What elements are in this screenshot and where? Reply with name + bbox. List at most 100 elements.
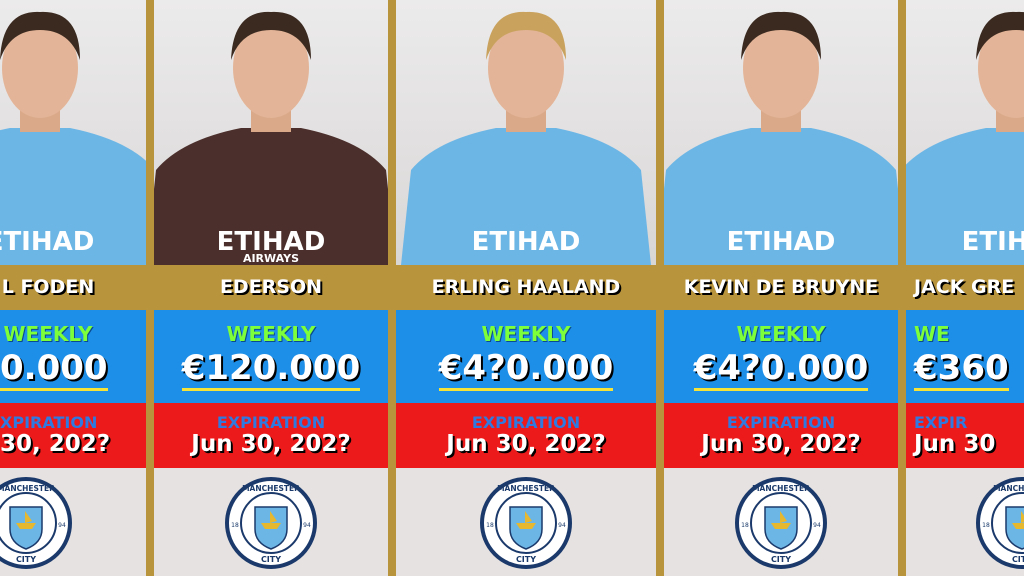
- expiration-label: EXPIRATION: [726, 413, 836, 432]
- hair: [486, 11, 566, 60]
- logo-bottom: CITY: [1012, 555, 1024, 564]
- player-figure: ETIHAD: [906, 11, 1024, 265]
- shirt: [906, 128, 1024, 265]
- shirt: [0, 128, 146, 265]
- weekly-wage-text: €360: [914, 348, 1009, 391]
- player-figure: ETIHAD: [401, 11, 651, 265]
- logo-shield: [1005, 506, 1024, 550]
- weekly-label: WEEKLY: [226, 322, 316, 346]
- weekly-wage: €4?0.000: [396, 348, 656, 391]
- logo-bottom: CITY: [516, 555, 536, 564]
- head: [978, 18, 1024, 118]
- hair: [741, 11, 821, 60]
- logo-top: MANCHESTER: [0, 484, 55, 493]
- shirt: [401, 128, 651, 265]
- shirt-sponsor-sub: AIRWAYS: [243, 252, 299, 265]
- contract-panel: XPIRATION 30, 202?: [0, 403, 146, 468]
- player-photo: ETIHAD: [906, 0, 1024, 265]
- shirt-sponsor: ETIHAD: [962, 227, 1024, 257]
- player-figure: ETIHAD: [664, 11, 898, 265]
- expiration-date: Jun 30, 202?: [446, 431, 606, 457]
- logo-bottom: CITY: [261, 555, 281, 564]
- logo-ship: [261, 511, 281, 529]
- logo-top: MANCHESTER: [993, 484, 1024, 493]
- weekly-wage-text: €4?0.000: [438, 348, 614, 391]
- head: [233, 18, 309, 118]
- shirt: [664, 128, 898, 265]
- player-name: L FODEN: [0, 265, 146, 310]
- player-photo: ETIHAD AIRWAYS: [154, 0, 388, 265]
- expiration-date: Jun 30, 202?: [701, 431, 861, 457]
- expiration-date: Jun 30, 202?: [191, 431, 351, 457]
- weekly-wage: €4?0.000: [664, 348, 898, 391]
- expiration-date: Jun 30: [914, 431, 996, 457]
- player-card: ETIHAD ERLING HAALAND WEEKLY €4?0.000 EXPIRA…: [396, 0, 656, 576]
- expiration-label: EXPIR: [914, 413, 968, 432]
- player-photo: ETIHAD: [664, 0, 898, 265]
- logo-left: 18: [741, 522, 749, 529]
- weekly-wage: €120.000: [154, 348, 388, 391]
- contract-panel: EXPIRATION Jun 30, 202?: [154, 403, 388, 468]
- wage-panel: WE €360: [906, 310, 1024, 403]
- weekly-label: WEEKLY: [736, 322, 826, 346]
- club-logo: MANCHESTER CITY 18 94: [225, 477, 317, 569]
- player-card: ETIHAD AIRWAYS EDERSON WEEKLY €120.000 EXPIRA…: [154, 0, 388, 576]
- contract-panel: EXPIR Jun 30: [906, 403, 1024, 468]
- hair: [0, 11, 80, 60]
- player-name: ERLING HAALAND: [396, 265, 656, 310]
- shirt-sponsor: ETIHAD: [217, 227, 326, 257]
- shirt-sponsor: ETIHAD: [0, 227, 94, 257]
- weekly-wage-text: €4?0.000: [693, 348, 869, 391]
- logo-ship: [516, 511, 536, 529]
- weekly-wage-text: 0.000: [0, 348, 108, 391]
- logo-right: 94: [303, 522, 311, 529]
- logo-bottom: CITY: [16, 555, 36, 564]
- logo-right: 94: [558, 522, 566, 529]
- expiration-date: 30, 202?: [0, 431, 111, 457]
- player-photo: ETIHAD: [0, 0, 146, 265]
- club-logo: MANCHESTER CITY 18 94: [735, 477, 827, 569]
- hair: [231, 11, 311, 60]
- player-photo: ETIHAD: [396, 0, 656, 265]
- player-name: KEVIN DE BRUYNE: [664, 265, 898, 310]
- player-name: EDERSON: [154, 265, 388, 310]
- logo-right: 94: [813, 522, 821, 529]
- contract-panel: EXPIRATION Jun 30, 202?: [664, 403, 898, 468]
- player-figure: ETIHAD: [0, 11, 146, 265]
- expiration-label: EXPIRATION: [216, 413, 326, 432]
- player-name: JACK GRE: [906, 265, 1024, 310]
- logo-ship: [771, 511, 791, 529]
- logo-top: MANCHESTER: [497, 484, 555, 493]
- weekly-label: WE: [914, 322, 950, 346]
- shirt-sponsor: ETIHAD: [472, 227, 581, 257]
- club-logo: MANCHESTER CITY 18 94: [480, 477, 572, 569]
- logo-left: 18: [982, 522, 990, 529]
- head: [488, 18, 564, 118]
- weekly-label: WEEKLY: [3, 322, 93, 346]
- logo-right: 94: [58, 522, 66, 529]
- wage-panel: WEEKLY €4?0.000: [664, 310, 898, 403]
- logo-left: 18: [231, 522, 239, 529]
- wage-panel: WEEKLY €120.000: [154, 310, 388, 403]
- contract-panel: EXPIRATION Jun 30, 202?: [396, 403, 656, 468]
- hair: [976, 11, 1024, 60]
- weekly-label: WEEKLY: [481, 322, 571, 346]
- weekly-wage: 0.000: [0, 348, 146, 391]
- logo-left: 18: [486, 522, 494, 529]
- shirt-sponsor: ETIHAD: [727, 227, 836, 257]
- head: [2, 18, 78, 118]
- logo-bottom: CITY: [771, 555, 791, 564]
- logo-top: MANCHESTER: [752, 484, 810, 493]
- weekly-wage: €360: [906, 348, 1024, 391]
- wage-panel: WEEKLY 0.000: [0, 310, 146, 403]
- logo-ship: [1012, 511, 1024, 529]
- shirt: [154, 128, 388, 265]
- logo-top: MANCHESTER: [242, 484, 300, 493]
- expiration-label: XPIRATION: [0, 413, 98, 432]
- logo-ship: [16, 511, 36, 529]
